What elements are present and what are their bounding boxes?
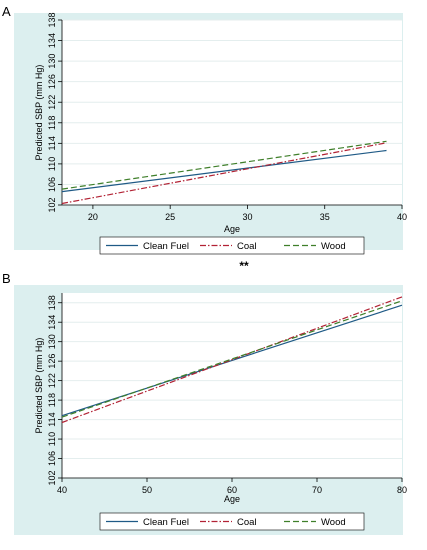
y-tick-label: 122 [47,373,57,388]
y-tick-label: 102 [47,197,57,212]
legend-label: Wood [321,241,346,252]
x-tick-label: 80 [397,485,407,495]
plot-area [62,20,402,205]
series-line-clean-fuel [61,149,387,193]
y-tick-label: 130 [47,54,57,69]
panel-a-label: A [2,4,11,19]
series-line-clean-fuel [61,304,403,417]
x-tick-label: 50 [142,485,152,495]
x-axis-title: Age [224,224,240,234]
y-tick-label: 122 [47,95,57,110]
legend-label: Wood [321,517,346,528]
y-tick-label: 106 [47,177,57,192]
x-tick-label: 35 [320,212,330,222]
x-tick-label: 40 [57,485,67,495]
y-tick-label: 114 [47,412,57,426]
x-tick-label: 70 [312,485,322,495]
chart-panel-a: 102 106 110 114 118 122 126 130 134 138 20 25 30 35 40… [14,12,407,255]
legend: Clean Fuel Coal Wood [99,512,365,531]
series-line-wood [61,300,403,418]
y-tick-label: 110 [47,432,57,446]
y-tick-label: 126 [47,354,57,369]
series-line-coal [61,142,387,205]
y-tick-label: 138 [47,295,57,310]
legend-label: Coal [237,241,257,252]
x-tick-label: 30 [242,212,252,222]
y-tick-label: 126 [47,74,57,89]
legend-label: Clean Fuel [143,517,189,528]
y-tick-label: 134 [47,33,57,48]
y-tick-label: 134 [47,315,57,330]
y-tick-label: 106 [47,451,57,466]
x-tick-label: 60 [227,485,237,495]
separator-text: ** [239,259,249,273]
y-tick-label: 110 [47,157,57,171]
y-tick-label: 114 [47,136,57,150]
y-tick-label: 138 [47,12,57,27]
legend-label: Coal [237,517,257,528]
series-line-coal [61,296,403,424]
plot-area [62,293,402,478]
y-axis-title: Predicted SBP (mm Hg) [34,65,44,161]
y-tick-label: 130 [47,334,57,349]
y-tick-label: 118 [47,116,57,130]
y-tick-label: 118 [47,393,57,407]
x-axis-title: Age [224,494,240,504]
x-tick-label: 25 [165,212,175,222]
chart-panel-b: 102 106 110 114 118 122 126 130 134 138 40 50 60 70 80… [14,285,407,535]
legend: Clean Fuel Coal Wood [99,236,365,255]
panel-b-label: B [2,271,11,286]
series-line-wood [61,140,387,190]
y-tick-label: 102 [47,470,57,485]
x-tick-label: 20 [88,212,98,222]
legend-label: Clean Fuel [143,241,189,252]
x-tick-label: 40 [397,212,407,222]
y-axis-title: Predicted SBP (mm Hg) [34,338,44,434]
